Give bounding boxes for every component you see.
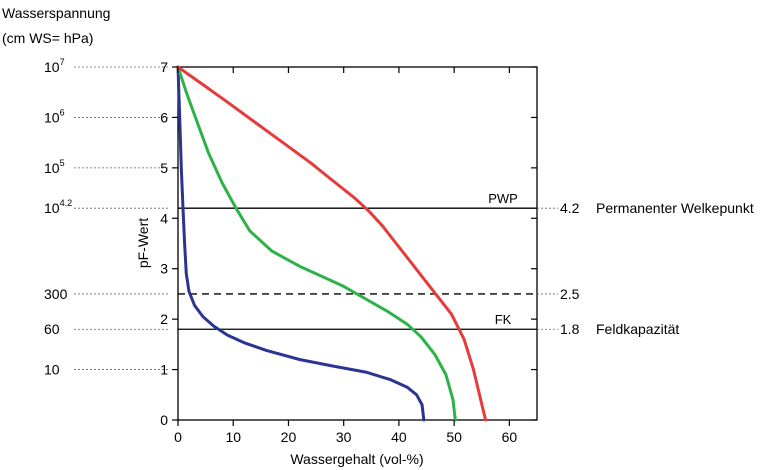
reference-inner-label: PWP [488,191,518,206]
reference-description: Feldkapazität [596,321,679,337]
tension-label: 300 [44,286,68,302]
x-tick-label: 40 [391,429,407,445]
x-tick-label: 30 [336,429,352,445]
tension-label: 107 [44,57,65,75]
left-header-line-1: Wasserspannung [2,5,110,21]
series-curves [176,65,488,422]
y-tick-label: 3 [160,261,168,277]
y-tick-label: 2 [160,311,168,327]
x-tick-label: 50 [446,429,462,445]
tension-label: 60 [44,321,60,337]
y-tick-label: 5 [160,160,168,176]
tension-label: 10 [44,362,60,378]
y-tick-label: 4 [160,210,168,226]
y-tick-label: 0 [160,412,168,428]
tension-label: 106 [44,107,65,125]
tension-axis: 107 106 105 104.2 300 60 10 [44,57,170,378]
y-axis-label: pF-Wert [135,218,151,268]
y-tick-label: 6 [160,109,168,125]
tension-label: 105 [44,158,65,176]
series-line-3 [176,65,488,422]
y-tick-label: 1 [160,362,168,378]
reference-value-label: 4.2 [560,200,580,216]
y-axis-ticks: 0 1 2 3 4 5 6 7 [160,59,537,428]
reference-value-label: 1.8 [560,321,580,337]
reference-value-label: 2.5 [560,286,580,302]
plot-frame [177,66,538,421]
series-line-1 [176,65,426,422]
reference-inner-label: FK [495,312,512,327]
tension-label: 104.2 [44,198,72,216]
series-line-2 [176,65,457,422]
x-axis-ticks: 0 10 20 30 40 50 60 [174,67,517,445]
x-tick-label: 60 [502,429,518,445]
reference-lines: PWP 4.2 Permanenter Welkepunkt 2.5 FK 1.8 Feld… [178,191,754,337]
x-tick-label: 0 [174,429,182,445]
left-header-line-2: (cm WS= hPa) [2,30,93,46]
x-axis-label: Wassergehalt (vol-%) [290,451,423,467]
reference-description: Permanenter Welkepunkt [596,200,754,216]
y-tick-label: 7 [160,59,168,75]
x-tick-label: 10 [225,429,241,445]
x-tick-label: 20 [281,429,297,445]
